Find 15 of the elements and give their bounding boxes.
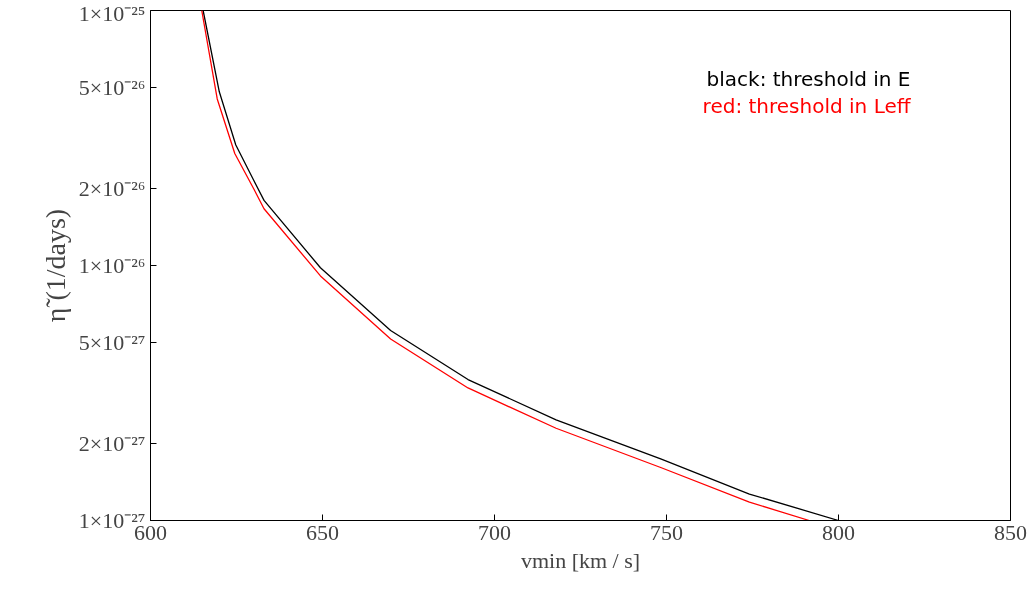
- y-axis-title: η̃ (1/days): [39, 208, 71, 323]
- y-tick-label: 2×10⁻²⁷: [78, 431, 146, 457]
- x-tick-label: 750: [650, 519, 683, 545]
- text: black: threshold in E: [706, 66, 911, 91]
- x-tick-label: 800: [822, 519, 855, 545]
- x-tick-label: 850: [994, 519, 1027, 545]
- y-tick-label: 1×10⁻²⁵: [78, 0, 146, 26]
- x-tick-label: 700: [478, 519, 511, 545]
- y-tick-label: 1×10⁻²⁶: [78, 253, 146, 278]
- x-tick-label: 650: [306, 519, 339, 545]
- y-tick-label: 2×10⁻²⁶: [78, 176, 146, 202]
- y-tick-label: 5×10⁻²⁷: [78, 329, 146, 355]
- x-axis-title: vmin [km / s]: [520, 547, 641, 573]
- text: red: threshold in Leff: [702, 93, 912, 118]
- y-tick-label: 5×10⁻²⁶: [78, 74, 146, 100]
